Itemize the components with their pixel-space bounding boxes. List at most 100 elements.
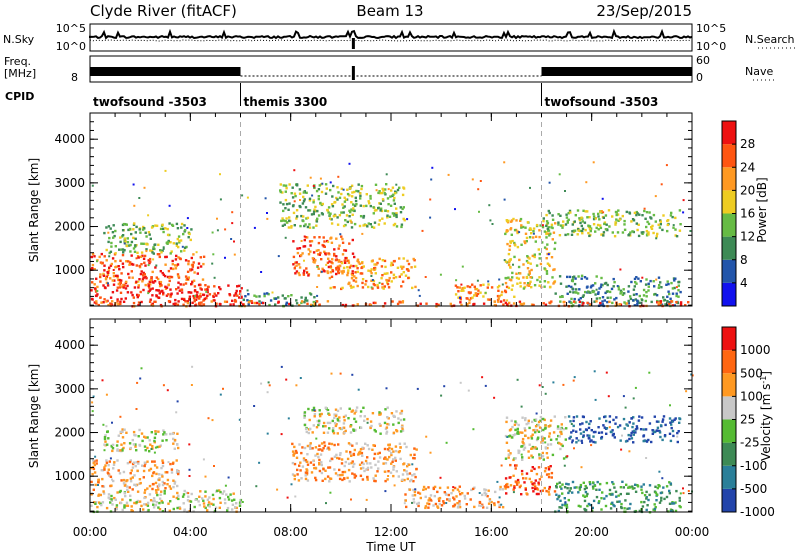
data-cell-1 <box>166 471 169 474</box>
data-cell-4 <box>387 279 390 282</box>
data-cell-0 <box>206 294 209 297</box>
data-cell-scatter <box>440 394 443 397</box>
data-cell-5 <box>427 506 430 509</box>
data-cell-9 <box>626 507 629 510</box>
data-cell-0 <box>181 495 185 498</box>
data-cell-8 <box>516 245 520 249</box>
data-cell-8 <box>633 429 636 433</box>
data-cell-0 <box>116 491 119 494</box>
data-cell-11 <box>449 302 452 306</box>
data-cell-5 <box>291 186 294 189</box>
data-cell-10 <box>667 290 670 293</box>
data-cell-2 <box>187 236 190 239</box>
data-cell-9 <box>641 232 644 235</box>
data-cell-3 <box>298 443 301 446</box>
data-cell-3 <box>327 257 330 260</box>
data-cell-1 <box>142 257 146 260</box>
data-cell-5 <box>478 501 482 504</box>
data-cell-7 <box>475 294 479 297</box>
data-cell-11 <box>262 301 265 305</box>
data-cell-5 <box>380 191 384 195</box>
data-cell-3 <box>399 457 402 461</box>
data-cell-0 <box>212 503 215 506</box>
data-cell-5 <box>282 184 285 187</box>
data-cell-5 <box>390 189 393 192</box>
data-cell-6 <box>544 467 547 470</box>
data-cell-scatter <box>429 451 432 454</box>
data-cell-0 <box>235 502 238 505</box>
data-cell-5 <box>281 224 285 227</box>
data-cell-7 <box>530 435 533 438</box>
data-cell-11 <box>137 301 141 304</box>
data-cell-6 <box>541 489 544 492</box>
data-cell-4 <box>392 414 395 418</box>
data-cell-9 <box>560 506 563 509</box>
data-cell-2 <box>148 450 151 453</box>
data-cell-9 <box>597 215 600 218</box>
data-cell-scatter <box>316 286 319 288</box>
data-cell-2 <box>124 240 127 243</box>
data-cell-3 <box>303 245 307 248</box>
data-cell-9 <box>625 483 628 486</box>
data-cell-1 <box>158 255 161 259</box>
data-cell-7 <box>505 416 509 419</box>
data-cell-1 <box>101 477 104 481</box>
data-cell-6 <box>274 297 278 300</box>
data-cell-4 <box>342 269 345 273</box>
data-cell-5 <box>408 488 412 491</box>
data-cell-9 <box>577 491 580 494</box>
data-cell-4 <box>356 284 359 288</box>
data-cell-1 <box>197 283 201 287</box>
data-cell-3 <box>304 474 307 477</box>
data-cell-scatter <box>181 245 184 248</box>
data-cell-9 <box>636 212 639 215</box>
nsky-panel: N.Sky 10^5 10^0 10^5 10^0 N.Search <box>3 22 798 53</box>
data-cell-4 <box>320 412 323 416</box>
data-cell-scatter <box>478 210 480 213</box>
data-cell-0 <box>202 499 205 502</box>
data-cell-2 <box>109 250 113 253</box>
data-cell-10 <box>627 285 631 288</box>
cpid-mode-label: twofsound -3503 <box>93 95 207 109</box>
data-cell-9 <box>589 229 592 233</box>
data-cell-11 <box>675 301 678 304</box>
data-cell-1 <box>135 264 138 267</box>
data-cell-3 <box>327 265 331 269</box>
data-cell-3 <box>291 461 295 465</box>
data-cell-2 <box>176 432 179 435</box>
data-cell-9 <box>592 487 595 490</box>
data-cell-10 <box>599 303 602 307</box>
cpid-marks: twofsound -3503 themis 3300 twofsound -350… <box>93 83 658 109</box>
data-cell-7 <box>519 431 522 434</box>
data-cell-2 <box>163 431 166 434</box>
data-cell-3 <box>353 476 356 479</box>
data-cell-scatter <box>520 405 523 408</box>
data-cell-8 <box>651 432 654 435</box>
data-cell-5 <box>303 198 306 201</box>
data-cell-10 <box>621 293 625 296</box>
data-cell-0 <box>227 284 230 287</box>
data-cell-9 <box>678 209 682 212</box>
data-cell-5 <box>340 211 343 214</box>
data-cell-9 <box>640 231 643 234</box>
data-cell-scatter <box>393 484 396 487</box>
data-cell-6 <box>545 489 548 493</box>
data-cell-2 <box>119 236 122 239</box>
data-cell-9 <box>613 486 616 489</box>
data-cell-8 <box>526 267 530 270</box>
data-cell-0 <box>96 505 99 509</box>
data-cell-5 <box>413 494 417 497</box>
data-cell-8 <box>639 428 643 431</box>
data-cell-9 <box>678 496 681 500</box>
data-cell-scatter <box>112 269 115 271</box>
data-cell-3 <box>397 475 400 478</box>
data-cell-8 <box>519 219 522 222</box>
data-cell-1 <box>177 275 180 278</box>
data-cell-1 <box>116 274 119 278</box>
data-cell-10 <box>657 286 660 289</box>
data-cell-5 <box>330 203 334 206</box>
data-cell-0 <box>231 299 234 302</box>
data-cell-9 <box>608 492 611 496</box>
data-cell-0 <box>93 301 96 304</box>
data-cell-9 <box>586 216 589 219</box>
